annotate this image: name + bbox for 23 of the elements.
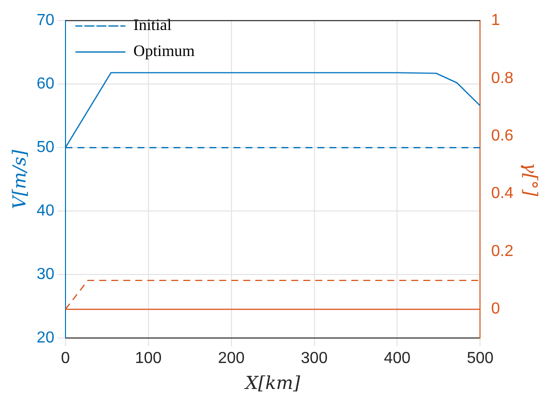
- y2-tick-label: 0: [491, 300, 500, 318]
- x-axis-title: X[km]: [243, 372, 302, 394]
- y2-axis-title: γ[°]: [520, 162, 541, 198]
- y2-tick-label: 1: [491, 12, 500, 30]
- y-tick-label: 40: [36, 202, 54, 220]
- x-tick-label: 500: [466, 350, 494, 368]
- y-tick-label: 30: [36, 266, 54, 284]
- y2-tick-label: 0.8: [491, 70, 514, 87]
- legend-label: Initial: [133, 17, 172, 34]
- y-tick-label: 50: [36, 139, 54, 156]
- y-tick-label: 60: [36, 76, 54, 93]
- y-tick-label: 70: [36, 12, 54, 30]
- legend-label: Optimum: [133, 43, 196, 60]
- y-tick-label: 20: [36, 330, 54, 347]
- y2-tick-label: 0.6: [491, 127, 514, 144]
- y-axis-title: V[m/s]: [9, 148, 30, 210]
- x-tick-label: 0: [60, 350, 70, 368]
- x-tick-label: 400: [384, 350, 411, 368]
- y2-tick-label: 0.4: [491, 185, 514, 202]
- y2-tick-label: 0.2: [491, 242, 514, 260]
- x-tick-label: 100: [134, 350, 162, 368]
- x-tick-label: 300: [300, 350, 328, 368]
- x-tick-label: 200: [218, 350, 245, 368]
